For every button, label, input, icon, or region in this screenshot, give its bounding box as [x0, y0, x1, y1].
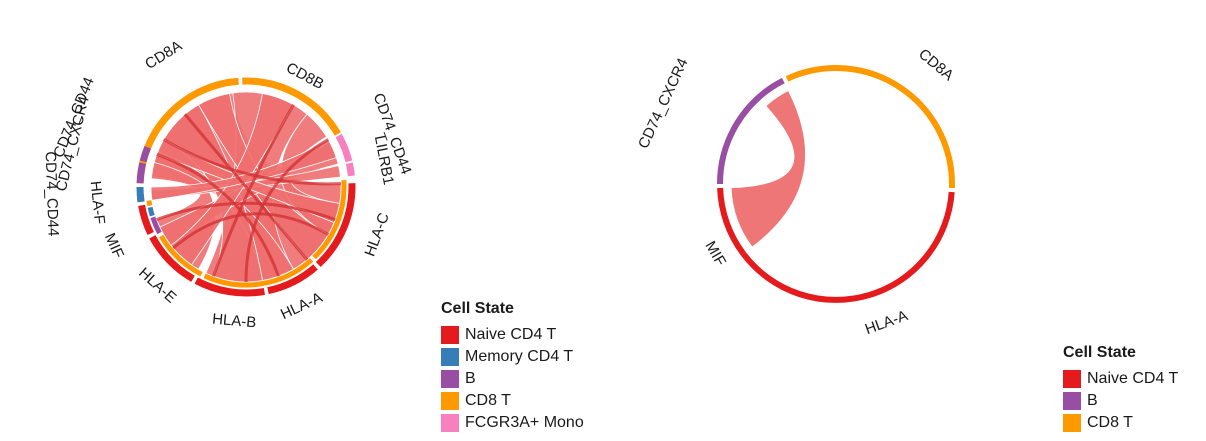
- chord-diagram-left: CD8ACD8BCD74_CD44LILRB1HLA-CHLA-AHLA-BHL…: [42, 37, 415, 331]
- cell-track-segment: [203, 257, 314, 288]
- cell-track-segment: [150, 216, 162, 235]
- legend-swatch: [441, 392, 459, 410]
- left-cell-track: [146, 180, 347, 288]
- right-sector-cd74-cxcr4: [717, 77, 785, 185]
- legend-item-cd8-t: CD8 T: [1063, 412, 1178, 434]
- legend-label: CD8 T: [465, 392, 511, 409]
- left-sector-mif: [138, 204, 154, 236]
- left-label-cd8a: CD8A: [142, 37, 185, 73]
- left-sector-hla-a: [267, 264, 318, 295]
- legend-swatch: [1063, 370, 1081, 388]
- left-sector-cd8a: [136, 77, 239, 184]
- left-sector-lilrb1: [345, 162, 355, 177]
- left-sector-hla-e: [149, 235, 195, 282]
- cell-track-segment: [158, 234, 203, 277]
- left-label-hla-c: HLA-C: [361, 211, 392, 259]
- left-sector-cd74-cxcr4: [136, 162, 147, 184]
- left-gene-ring: [136, 77, 356, 297]
- left-label-hla-b: HLA-B: [211, 311, 257, 332]
- legend-swatch: [1063, 392, 1081, 410]
- chord-link: [172, 212, 330, 250]
- legend-label: B: [1087, 392, 1098, 409]
- legend-label: CD8 T: [1087, 414, 1133, 431]
- right-links-group: [730, 89, 807, 248]
- chord-diagram-right: CD8A HLA-A MIF CD74_CXCR4: [635, 46, 957, 339]
- cell-track-segment: [146, 200, 153, 207]
- chord-link: [212, 103, 295, 277]
- legend-label: FCGR3A+ Mono: [465, 414, 584, 431]
- chord-link: [183, 113, 309, 261]
- legend-swatch: [1063, 414, 1081, 432]
- legend-item-cd8-t: CD8 T: [441, 390, 584, 412]
- cell-state-legend-right: Cell State Naive CD4 T B CD8 T: [1063, 344, 1178, 434]
- legend-item-naive-cd4-t: Naive CD4 T: [441, 324, 584, 346]
- legend-swatch: [441, 326, 459, 344]
- legend-title: Cell State: [441, 300, 514, 317]
- legend-swatch: [441, 348, 459, 366]
- right-label-cd74-cxcr4: CD74_CXCR4: [635, 56, 692, 152]
- legend-swatch: [441, 370, 459, 388]
- left-sector-hla-c: [315, 183, 356, 268]
- left-sector-cd74-cd44: [136, 186, 145, 203]
- right-sector-mif: [717, 187, 746, 256]
- left-sector-cd74-cd44: [139, 145, 151, 163]
- cell-state-legend-left: Cell State Naive CD4 T Memory CD4 T B CD…: [441, 300, 584, 434]
- chord-link: [156, 201, 336, 221]
- left-sector-cd74-cd44: [335, 133, 353, 163]
- legend-label: Memory CD4 T: [465, 348, 574, 365]
- cell-track-segment: [312, 180, 347, 260]
- left-label-mif: MIF: [101, 231, 127, 262]
- right-label-hla-a: HLA-A: [863, 307, 910, 338]
- right-sector-hla-a: [741, 191, 955, 303]
- left-sector-cd8b: [242, 77, 341, 136]
- legend-item-b: B: [441, 368, 584, 390]
- legend-item-fcgr3a-mono: FCGR3A+ Mono: [441, 412, 584, 434]
- legend-item-naive-cd4-t: Naive CD4 T: [1063, 368, 1178, 390]
- chord-ribbon: [730, 89, 807, 248]
- left-label-hla-a: HLA-A: [278, 289, 325, 323]
- right-sector-cd8a: [785, 65, 955, 189]
- right-label-cd8a: CD8A: [915, 46, 957, 85]
- left-sector-hla-b: [194, 277, 266, 297]
- legend-label: B: [465, 370, 476, 387]
- right-label-mif: MIF: [701, 238, 729, 269]
- cell-track-segment: [147, 206, 155, 217]
- chord-link: [156, 153, 280, 277]
- legend-label: Naive CD4 T: [1087, 370, 1179, 387]
- left-links-group: [150, 91, 342, 283]
- legend-item-memory-cd4-t: Memory CD4 T: [441, 346, 584, 368]
- legend-swatch: [441, 414, 459, 432]
- chord-link: [162, 138, 341, 186]
- left-label-hla-f: HLA-F: [87, 180, 108, 225]
- left-label-hla-e: HLA-E: [135, 264, 179, 306]
- legend-item-b: B: [1063, 390, 1178, 412]
- left-label-cd74-cd44: CD74_CD44: [42, 151, 62, 237]
- legend-label: Naive CD4 T: [465, 326, 557, 343]
- right-gene-ring: [717, 65, 955, 303]
- legend-title: Cell State: [1063, 344, 1136, 361]
- chord-link: [244, 138, 330, 283]
